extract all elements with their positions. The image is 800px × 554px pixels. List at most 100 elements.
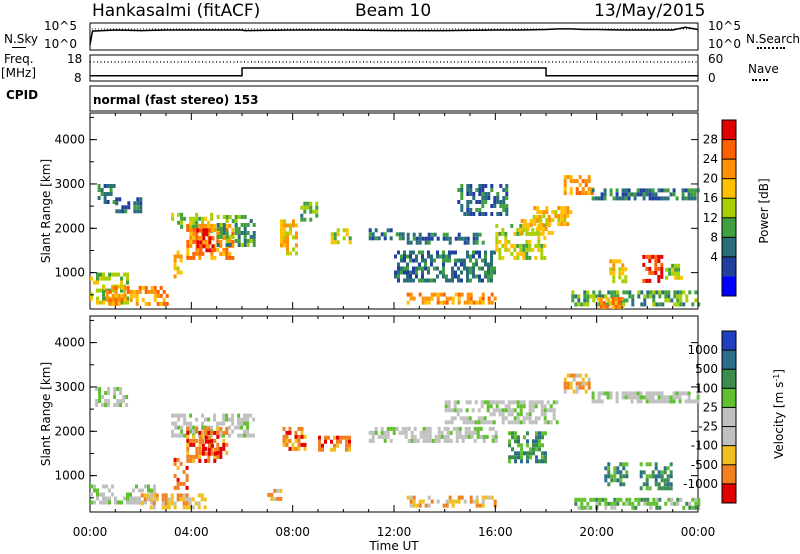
range-cell bbox=[442, 236, 446, 241]
range-cell bbox=[541, 227, 545, 231]
range-cell bbox=[604, 466, 608, 471]
range-cell bbox=[186, 251, 190, 256]
range-cell bbox=[252, 433, 256, 438]
range-cell bbox=[430, 499, 434, 504]
range-cell bbox=[649, 290, 653, 295]
range-cell bbox=[348, 443, 351, 448]
range-cell bbox=[189, 425, 193, 430]
range-cell bbox=[575, 187, 579, 192]
range-cell bbox=[621, 279, 625, 284]
range-cell bbox=[465, 400, 469, 405]
range-cell bbox=[177, 433, 181, 438]
range-cell bbox=[520, 443, 523, 448]
range-cell bbox=[126, 289, 130, 294]
range-cell bbox=[589, 505, 593, 510]
range-cell bbox=[619, 482, 623, 487]
range-cell bbox=[185, 485, 189, 490]
range-cell bbox=[237, 433, 241, 438]
range-cell bbox=[557, 222, 561, 227]
range-cell bbox=[603, 196, 607, 201]
range-cell bbox=[196, 240, 200, 245]
velocity-cbar-tick-label: -1000 bbox=[683, 477, 718, 491]
range-cell bbox=[590, 191, 594, 196]
range-cell bbox=[495, 243, 499, 248]
range-cell bbox=[231, 231, 235, 236]
range-cell bbox=[583, 505, 587, 510]
range-cell bbox=[246, 417, 250, 422]
range-cell bbox=[421, 250, 424, 255]
range-cell bbox=[569, 175, 573, 180]
range-cell bbox=[599, 297, 603, 301]
range-cell bbox=[192, 227, 196, 232]
range-cell bbox=[189, 413, 193, 418]
range-cell bbox=[222, 433, 226, 438]
range-cell bbox=[186, 239, 190, 244]
range-cell bbox=[171, 433, 175, 438]
range-cell bbox=[409, 296, 413, 301]
range-cell bbox=[613, 501, 617, 506]
range-cell bbox=[445, 258, 448, 263]
range-cell bbox=[529, 447, 532, 452]
range-cell bbox=[661, 290, 665, 295]
range-cell bbox=[170, 493, 174, 498]
range-cell bbox=[612, 196, 616, 201]
velocity-cbar-swatch bbox=[722, 369, 736, 389]
range-cell bbox=[574, 501, 578, 506]
range-cell bbox=[161, 493, 165, 498]
range-cell bbox=[513, 243, 517, 248]
range-cell bbox=[418, 499, 422, 504]
range-cell bbox=[631, 302, 635, 307]
range-cell bbox=[648, 258, 652, 263]
range-cell bbox=[648, 391, 652, 396]
range-cell bbox=[303, 201, 307, 206]
noise-panel-frame bbox=[89, 22, 699, 51]
power-panel-frame bbox=[89, 112, 699, 310]
range-cell bbox=[642, 192, 646, 197]
range-cell bbox=[598, 290, 602, 295]
range-cell bbox=[249, 239, 253, 243]
range-cell bbox=[309, 201, 313, 206]
range-cell bbox=[201, 216, 205, 221]
range-cell bbox=[535, 455, 538, 460]
power-cbar-swatch bbox=[722, 139, 736, 160]
range-cell bbox=[210, 216, 214, 221]
range-cell bbox=[186, 227, 190, 232]
range-cell bbox=[607, 298, 611, 303]
range-cell bbox=[386, 426, 390, 431]
range-cell bbox=[502, 196, 506, 200]
range-cell bbox=[535, 439, 538, 444]
range-cell bbox=[120, 276, 123, 281]
range-cell bbox=[228, 425, 232, 430]
range-cell bbox=[123, 293, 127, 298]
range-cell bbox=[409, 274, 412, 279]
range-cell bbox=[403, 278, 406, 283]
range-cell bbox=[607, 466, 611, 471]
range-cell bbox=[213, 451, 217, 456]
range-cell bbox=[427, 250, 430, 255]
range-cell bbox=[394, 254, 397, 259]
range-cell bbox=[400, 270, 403, 275]
range-cell bbox=[118, 209, 122, 214]
range-cell bbox=[601, 497, 605, 502]
range-cell bbox=[186, 434, 190, 439]
range-cell bbox=[473, 426, 477, 431]
range-cell bbox=[237, 413, 241, 418]
range-cell bbox=[342, 236, 346, 241]
range-cell bbox=[124, 209, 128, 214]
range-cell bbox=[543, 420, 547, 425]
range-cell bbox=[114, 272, 117, 277]
range-cell bbox=[403, 266, 406, 271]
range-cell bbox=[237, 235, 241, 239]
range-cell bbox=[631, 298, 635, 303]
range-cell bbox=[633, 395, 637, 400]
range-cell bbox=[459, 416, 463, 421]
range-cell bbox=[669, 399, 673, 404]
range-cell bbox=[631, 294, 635, 299]
range-cell bbox=[424, 266, 427, 271]
range-cell bbox=[501, 255, 505, 260]
range-cell bbox=[191, 505, 195, 510]
range-cell bbox=[204, 451, 208, 456]
range-cell bbox=[421, 266, 424, 271]
range-cell bbox=[566, 210, 570, 215]
range-cell bbox=[624, 279, 628, 284]
